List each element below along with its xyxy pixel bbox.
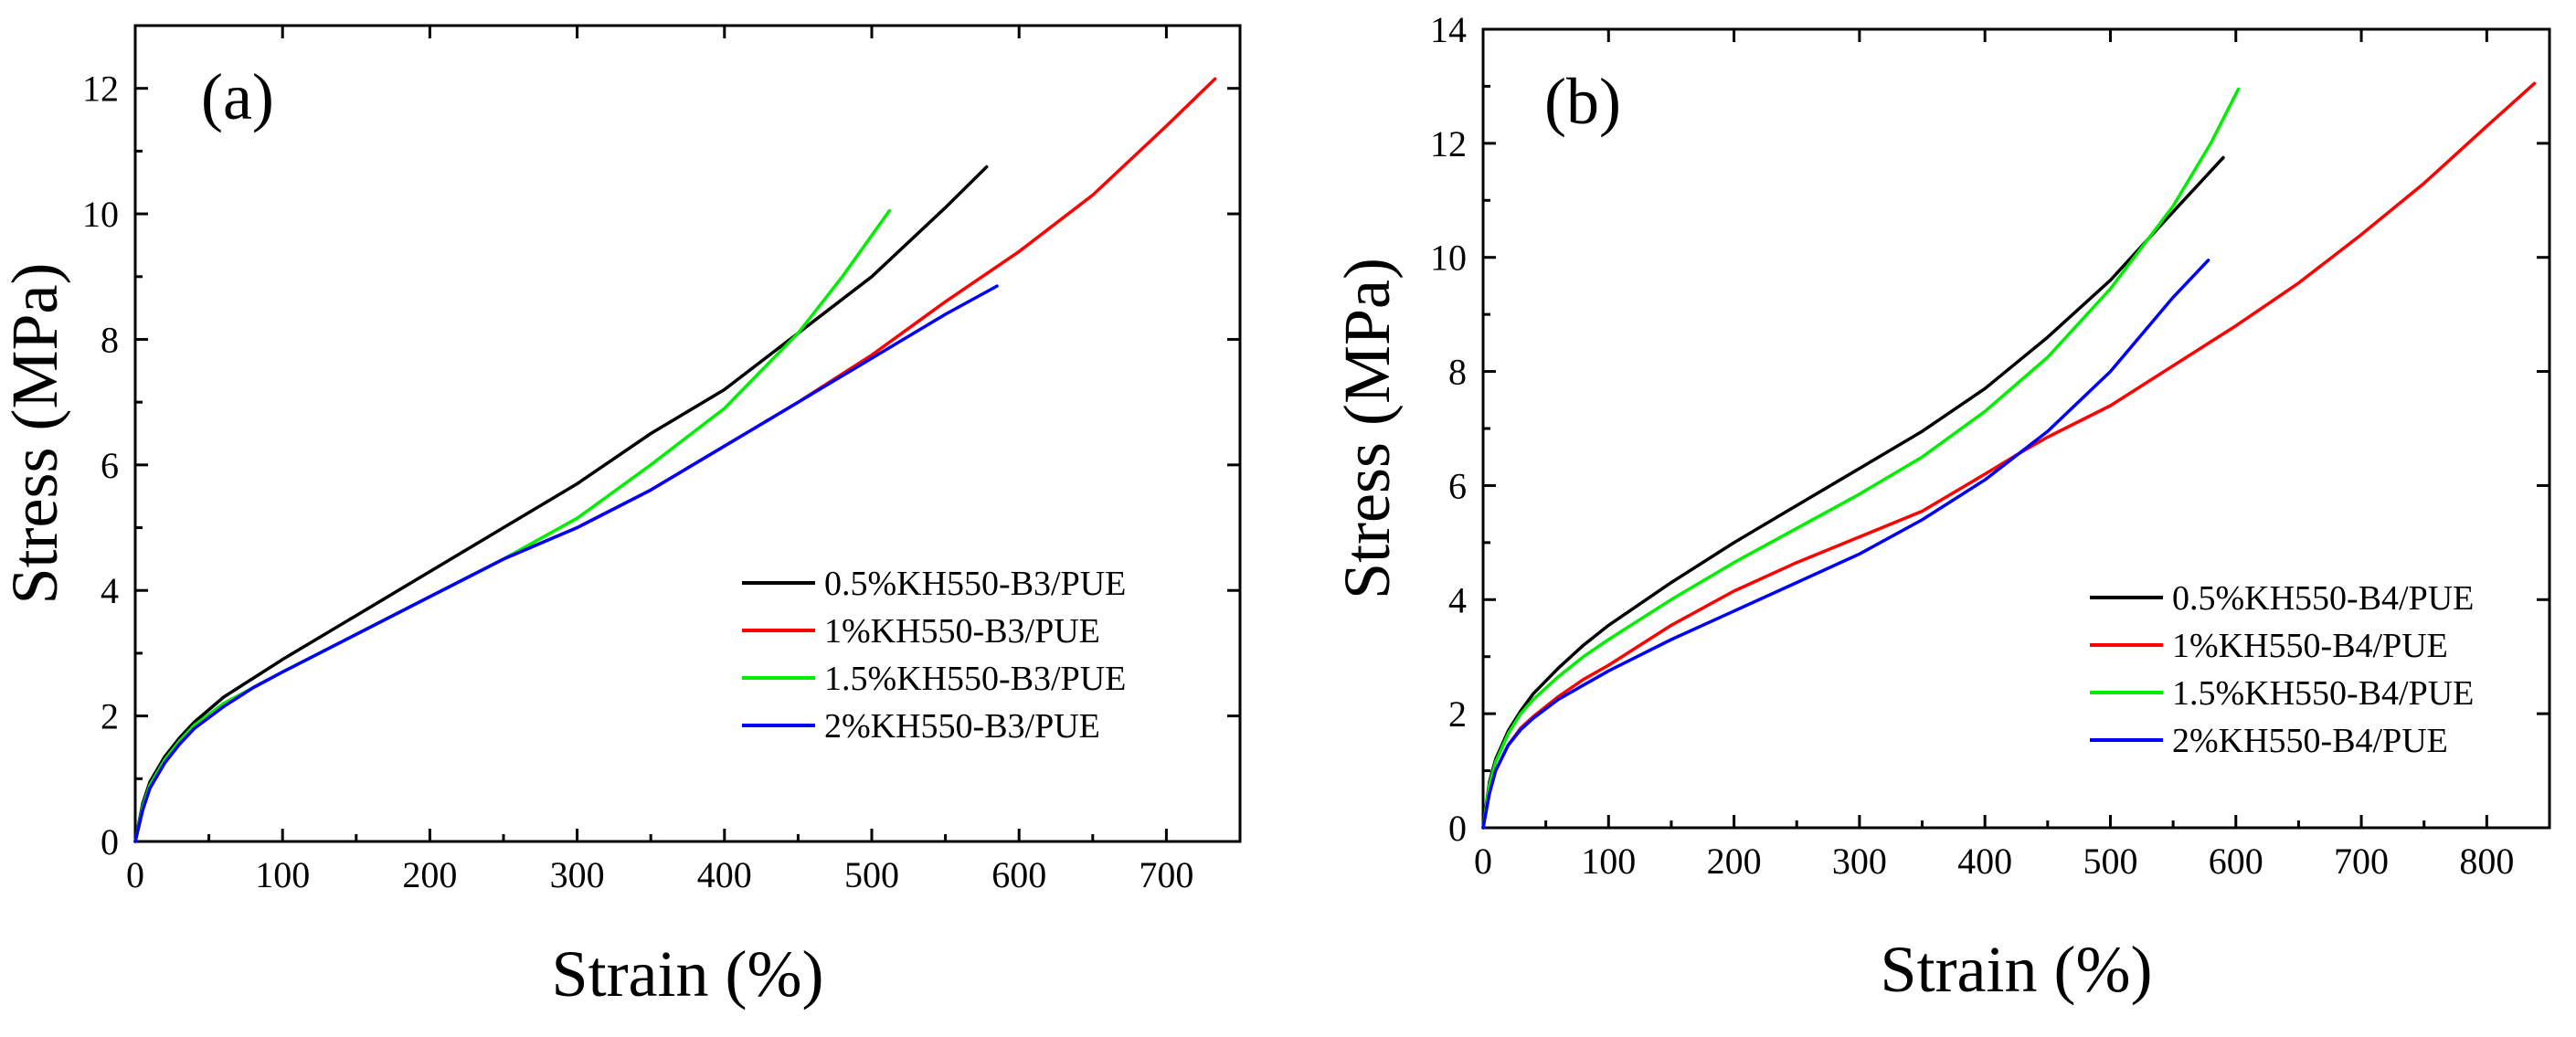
- y-tick-label: 12: [1430, 123, 1467, 164]
- y-tick-label: 10: [1430, 238, 1467, 279]
- panel-b: 0 100 200 300 400 500 600 700 800 0 2 4 6 8 10 12 14 Stra…: [1330, 9, 2551, 1006]
- x-tick-label: 100: [255, 854, 310, 895]
- x-tick-label: 600: [2209, 841, 2263, 882]
- plot-frame: [133, 24, 1242, 843]
- legend-label: 2%KH550-B4/PUE: [2172, 722, 2448, 760]
- y-tick-label: 2: [101, 696, 119, 737]
- x-tick-label: 300: [550, 854, 605, 895]
- panel-a: 0 100 200 300 400 500 600 700 0 2 4 6 8 10 12 Strain (%…: [0, 24, 1242, 1011]
- y-tick-label: 0: [1448, 808, 1467, 849]
- x-tick-label: 800: [2459, 841, 2514, 882]
- legend-label: 1.5%KH550-B3/PUE: [824, 660, 1126, 698]
- x-tick-label: 500: [844, 854, 899, 895]
- x-axis-title: Strain (%): [552, 937, 824, 1011]
- y-axis-title: Stress (MPa): [0, 263, 71, 605]
- panel-label: (a): [201, 60, 274, 133]
- legend-label: 0.5%KH550-B3/PUE: [824, 565, 1126, 603]
- legend-label: 2%KH550-B3/PUE: [824, 707, 1100, 746]
- x-tick-label: 200: [402, 854, 457, 895]
- y-tick-label: 2: [1448, 693, 1467, 735]
- y-tick-label: 4: [1448, 579, 1467, 620]
- series-line-4: [133, 284, 999, 843]
- y-tick-label: 6: [1448, 465, 1467, 506]
- series-line-4: [1481, 259, 2210, 830]
- x-tick-label: 100: [1581, 841, 1636, 882]
- y-tick-label: 8: [1448, 352, 1467, 393]
- x-tick-label: 400: [697, 854, 752, 895]
- y-tick-label: 4: [101, 570, 119, 611]
- legend-label: 1.5%KH550-B4/PUE: [2172, 674, 2474, 713]
- y-tick-label: 6: [101, 445, 119, 486]
- x-tick-label: 0: [1474, 841, 1492, 882]
- x-tick-label: 200: [1707, 841, 1762, 882]
- x-tick-label: 500: [2083, 841, 2137, 882]
- y-tick-label: 0: [101, 821, 119, 862]
- legend-label: 1%KH550-B3/PUE: [824, 612, 1100, 651]
- x-tick-label: 700: [2334, 841, 2389, 882]
- x-tick-label: 300: [1832, 841, 1887, 882]
- x-tick-label: 0: [126, 854, 144, 895]
- y-tick-label: 8: [101, 319, 119, 360]
- y-tick-label: 14: [1430, 9, 1467, 50]
- series-line-1: [1481, 155, 2225, 830]
- x-axis-title: Strain (%): [1881, 933, 2153, 1006]
- legend-label: 1%KH550-B4/PUE: [2172, 627, 2448, 665]
- series-line-3: [133, 208, 892, 843]
- x-tick-label: 400: [1957, 841, 2012, 882]
- panel-label: (b): [1544, 65, 1621, 138]
- y-axis-title: Stress (MPa): [1330, 258, 1404, 599]
- x-tick-label: 600: [991, 854, 1046, 895]
- x-tick-label: 700: [1139, 854, 1193, 895]
- legend-label: 0.5%KH550-B4/PUE: [2172, 579, 2474, 618]
- y-tick-label: 10: [82, 194, 119, 235]
- series-line-2: [1481, 81, 2537, 830]
- y-tick-label: 12: [82, 69, 119, 110]
- series-line-3: [1481, 87, 2241, 830]
